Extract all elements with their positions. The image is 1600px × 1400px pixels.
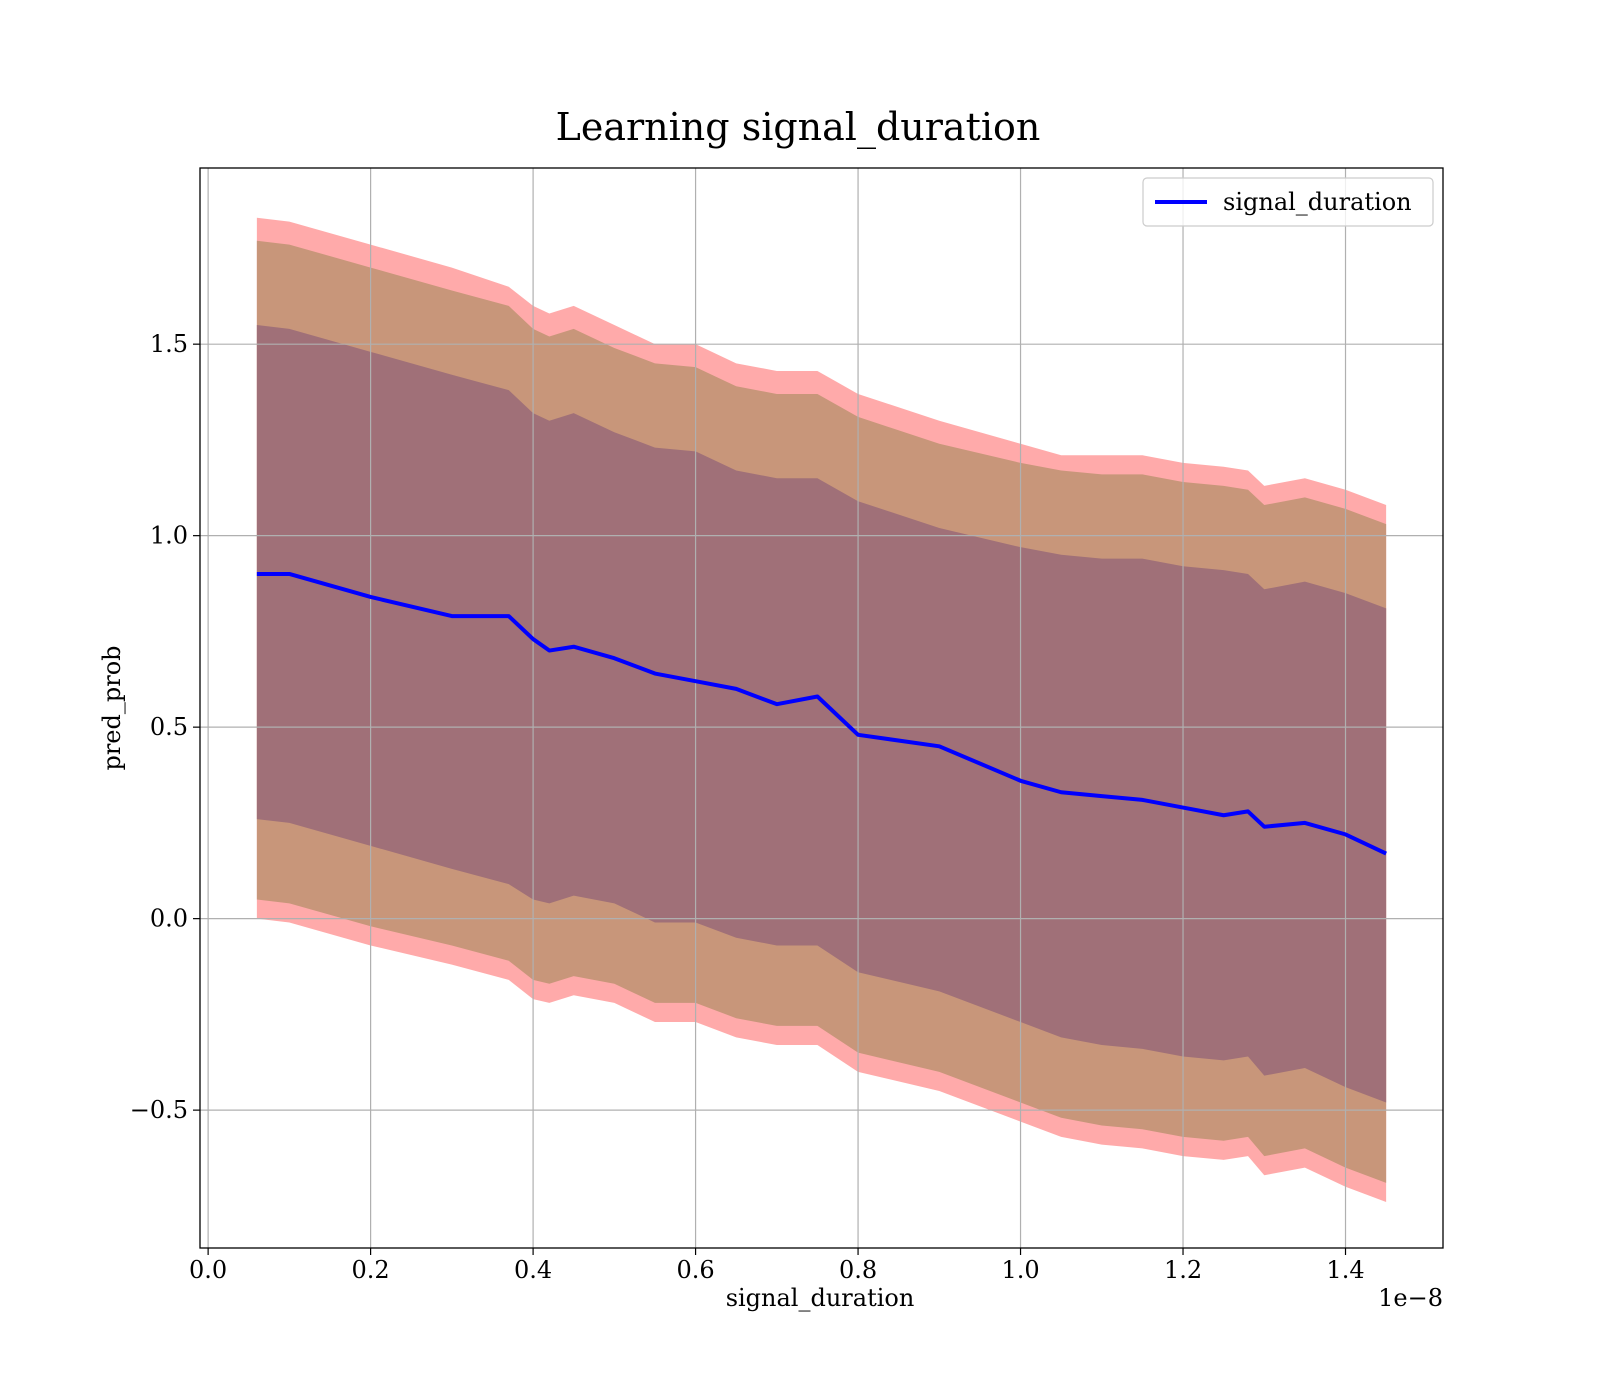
y-tick-label: 0.5 (150, 713, 188, 741)
inner-band (256, 325, 1387, 1103)
x-tick-label: 0.0 (189, 1256, 227, 1284)
chart-title: Learning signal_duration (556, 105, 1041, 150)
plot-area: 0.0 0.2 0.4 0.6 0.8 1.0 1.2 1.4 −0.5 0.0 0.5 1.0 1.5… (130, 167, 1444, 1284)
x-tick-label: 0.2 (352, 1256, 390, 1284)
x-tick-label: 1.2 (1164, 1256, 1202, 1284)
x-tick-label: 1.4 (1326, 1256, 1364, 1284)
y-tick-label: −0.5 (130, 1096, 188, 1124)
x-tick-label: 0.6 (676, 1256, 714, 1284)
legend: signal_duration (1142, 177, 1434, 227)
legend-label: signal_duration (1223, 188, 1412, 216)
x-tick-label: 0.4 (514, 1256, 552, 1284)
y-tick-label: 1.0 (150, 522, 188, 550)
legend-box (1142, 177, 1434, 227)
series-line (256, 571, 1387, 856)
plot-frame (199, 167, 1444, 1249)
x-tick-label: 0.8 (839, 1256, 877, 1284)
y-tick-label: 1.5 (150, 330, 188, 358)
y-tick-label: 0.0 (150, 905, 188, 933)
x-tick-label: 1.0 (1001, 1256, 1039, 1284)
y-axis-label: pred_prob (98, 645, 126, 770)
x-axis-offset-label: 1e−8 (1378, 1284, 1443, 1312)
x-axis-label: signal_duration (726, 1284, 915, 1312)
